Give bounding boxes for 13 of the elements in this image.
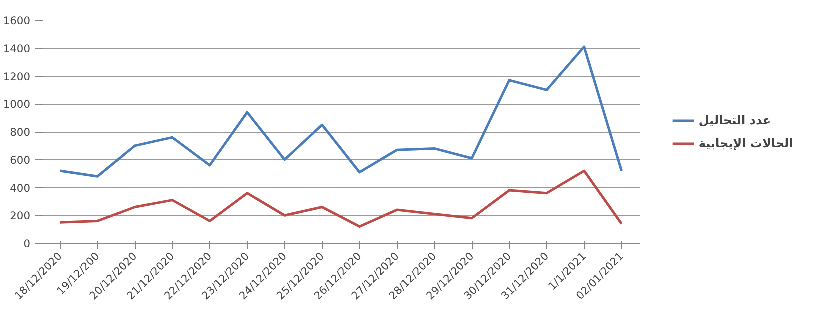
y-tick-label: 0: [24, 238, 31, 250]
y-tick-label: 1600: [3, 14, 31, 28]
y-tick-label: 1400: [3, 42, 31, 56]
line-series: [58, 46, 624, 178]
legend-label: الحالات الإيجابية: [698, 136, 794, 150]
y-tick-label: 200: [10, 210, 31, 223]
line-series: [58, 170, 624, 228]
legend-label: عدد التحاليل: [698, 113, 772, 127]
y-tick-label: 400: [10, 182, 31, 195]
y-tick-label: 1200: [3, 70, 31, 84]
y-tick-label: 1000: [3, 98, 31, 112]
y-tick-label: 600: [10, 154, 31, 167]
y-tick-label: 800: [10, 126, 31, 139]
